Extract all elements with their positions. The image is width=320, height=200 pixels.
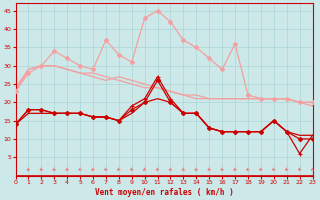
X-axis label: Vent moyen/en rafales ( km/h ): Vent moyen/en rafales ( km/h ): [95, 188, 233, 197]
